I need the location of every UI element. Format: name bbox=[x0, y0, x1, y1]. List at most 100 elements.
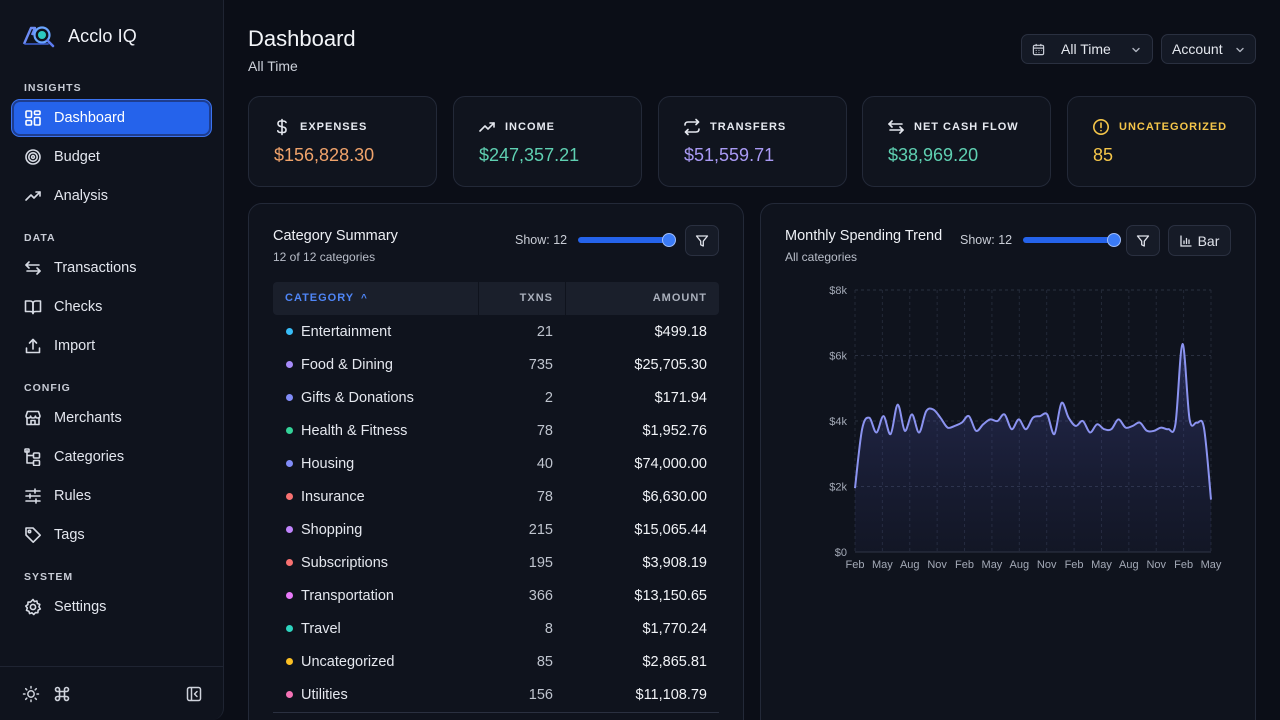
sidebar-item-analysis[interactable]: Analysis bbox=[12, 178, 211, 214]
table-row[interactable]: Uncategorized 85 $2,865.81 bbox=[273, 646, 719, 679]
sidebar-item-label: Analysis bbox=[54, 188, 108, 204]
period-select[interactable]: All Time bbox=[1021, 34, 1153, 64]
category-amount: $171.94 bbox=[654, 390, 707, 406]
y-tick-label: $6k bbox=[829, 351, 847, 363]
column-header-amount[interactable]: AMOUNT bbox=[652, 292, 707, 304]
sidebar-item-checks[interactable]: Checks bbox=[12, 289, 211, 325]
show-count-slider[interactable] bbox=[1023, 233, 1121, 247]
stat-card-expenses: EXPENSES $156,828.30 bbox=[248, 96, 437, 187]
category-txns: 195 bbox=[528, 555, 553, 571]
column-divider bbox=[478, 282, 479, 315]
category-txns: 21 bbox=[536, 324, 553, 340]
column-header-txns[interactable]: TXNS bbox=[519, 292, 553, 304]
column-label: CATEGORY bbox=[285, 292, 354, 304]
brand[interactable]: Acclo IQ bbox=[22, 22, 137, 50]
table-row[interactable]: Subscriptions 195 $3,908.19 bbox=[273, 547, 719, 580]
sidebar-item-label: Settings bbox=[54, 599, 107, 615]
table-row[interactable]: Entertainment 21 $499.18 bbox=[273, 316, 719, 349]
slider-thumb[interactable] bbox=[662, 233, 676, 247]
stat-label: UNCATEGORIZED bbox=[1119, 121, 1228, 133]
category-color-dot bbox=[286, 361, 293, 368]
category-amount: $13,150.65 bbox=[634, 588, 707, 604]
table-row[interactable]: Health & Fitness 78 $1,952.76 bbox=[273, 415, 719, 448]
collapse-sidebar-icon[interactable] bbox=[185, 685, 203, 703]
account-select[interactable]: Account bbox=[1161, 34, 1256, 64]
y-tick-label: $0 bbox=[835, 547, 847, 559]
category-txns: 735 bbox=[528, 357, 553, 373]
sidebar-item-label: Budget bbox=[54, 149, 100, 165]
stat-card-net-cash-flow: NET CASH FLOW $38,969.20 bbox=[862, 96, 1051, 187]
nav-section-system: SYSTEM bbox=[24, 571, 74, 583]
sidebar-item-budget[interactable]: Budget bbox=[12, 139, 211, 175]
tag-icon bbox=[25, 527, 41, 543]
spending-line[interactable] bbox=[854, 342, 1212, 500]
category-amount: $3,908.19 bbox=[642, 555, 707, 571]
category-color-dot bbox=[286, 427, 293, 434]
sidebar-item-categories[interactable]: Categories bbox=[12, 439, 211, 475]
category-txns: 8 bbox=[544, 621, 553, 637]
command-icon[interactable] bbox=[53, 685, 71, 703]
book-open-icon bbox=[24, 300, 42, 315]
category-tree-icon bbox=[24, 448, 41, 466]
category-color-dot bbox=[286, 493, 293, 500]
table-row[interactable]: Utilities 156 $11,108.79 bbox=[273, 679, 719, 712]
sidebar: Acclo IQ INSIGHTS Dashboard Budget Analy… bbox=[0, 0, 224, 720]
table-row[interactable]: Travel 8 $1,770.24 bbox=[273, 613, 719, 646]
category-amount: $11,108.79 bbox=[635, 687, 708, 703]
sidebar-item-label: Tags bbox=[54, 527, 85, 543]
sidebar-item-dashboard[interactable]: Dashboard bbox=[12, 100, 211, 136]
stat-card-uncategorized[interactable]: UNCATEGORIZED 85 bbox=[1067, 96, 1256, 187]
table-row[interactable]: Shopping 215 $15,065.44 bbox=[273, 514, 719, 547]
period-select-label: All Time bbox=[1061, 41, 1111, 57]
sidebar-item-tags[interactable]: Tags bbox=[12, 517, 211, 553]
nav-section-config: CONFIG bbox=[24, 382, 71, 394]
category-color-dot bbox=[286, 328, 293, 335]
table-row[interactable]: Food & Dining 735 $25,705.30 bbox=[273, 349, 719, 382]
category-name: Entertainment bbox=[301, 324, 392, 340]
panel-subtitle: 12 of 12 categories bbox=[273, 250, 376, 264]
sun-icon[interactable] bbox=[22, 685, 40, 703]
slider-thumb[interactable] bbox=[1107, 233, 1121, 247]
sidebar-item-merchants[interactable]: Merchants bbox=[12, 400, 211, 436]
category-color-dot bbox=[286, 460, 293, 467]
category-color-dot bbox=[286, 592, 293, 599]
trending-up-icon bbox=[25, 191, 41, 201]
category-amount: $499.18 bbox=[654, 324, 707, 340]
y-tick-label: $8k bbox=[829, 285, 847, 297]
acclo-logo-icon bbox=[22, 26, 55, 48]
category-color-dot bbox=[286, 394, 293, 401]
sort-asc-icon: ^ bbox=[360, 293, 368, 304]
category-color-dot bbox=[286, 526, 293, 533]
sidebar-item-import[interactable]: Import bbox=[12, 328, 211, 364]
sidebar-item-rules[interactable]: Rules bbox=[12, 478, 211, 514]
app-name: Acclo IQ bbox=[68, 25, 137, 46]
trending-up-icon bbox=[479, 122, 495, 132]
table-row[interactable]: Insurance 78 $6,630.00 bbox=[273, 481, 719, 514]
column-header-category[interactable]: CATEGORY ^ bbox=[285, 282, 368, 315]
x-tick-label: May bbox=[1091, 559, 1112, 571]
monthly-spending-trend-panel: Monthly Spending Trend All categories Sh… bbox=[760, 203, 1256, 720]
table-row[interactable]: Gifts & Donations 2 $171.94 bbox=[273, 382, 719, 415]
x-tick-label: Aug bbox=[1010, 559, 1030, 571]
filter-button[interactable] bbox=[685, 225, 719, 256]
category-amount: $1,770.24 bbox=[642, 621, 707, 637]
x-tick-label: Feb bbox=[846, 559, 865, 571]
table-row[interactable]: Housing 40 $74,000.00 bbox=[273, 448, 719, 481]
sidebar-item-transactions[interactable]: Transactions bbox=[12, 250, 211, 286]
stat-value: $156,828.30 bbox=[274, 145, 375, 165]
x-tick-label: Aug bbox=[900, 559, 920, 571]
x-tick-label: Aug bbox=[1119, 559, 1139, 571]
filter-button[interactable] bbox=[1126, 225, 1160, 256]
y-tick-label: $4k bbox=[829, 416, 847, 428]
category-txns: 40 bbox=[536, 456, 553, 472]
x-tick-label: Nov bbox=[1037, 559, 1057, 571]
table-row[interactable]: Transportation 366 $13,150.65 bbox=[273, 580, 719, 613]
store-icon bbox=[25, 410, 41, 426]
stat-card-transfers: TRANSFERS $51,559.71 bbox=[658, 96, 847, 187]
sidebar-item-settings[interactable]: Settings bbox=[12, 589, 211, 625]
monthly-spending-trend-chart: $0 $2k $4k $6k $8k Feb May Aug Nov Feb May Aug Nov Fe… bbox=[829, 285, 1222, 571]
category-amount: $2,865.81 bbox=[642, 654, 707, 670]
chart-type-label: Bar bbox=[1197, 232, 1220, 249]
show-count-slider[interactable] bbox=[578, 233, 676, 247]
chart-type-button[interactable]: Bar bbox=[1168, 225, 1231, 256]
